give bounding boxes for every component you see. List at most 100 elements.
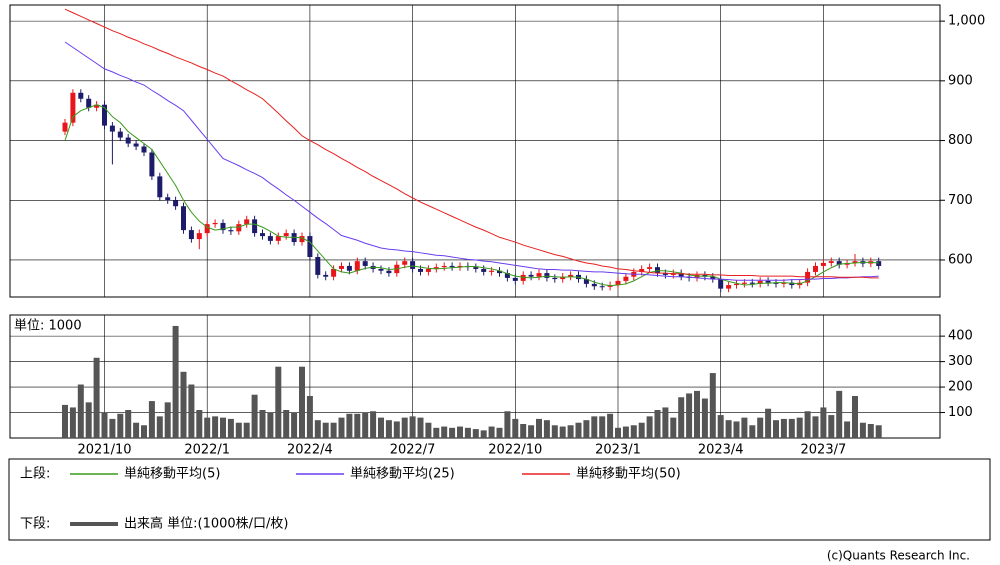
volume-bar (678, 397, 685, 438)
candle-body (267, 236, 273, 241)
volume-bar (773, 420, 779, 438)
volume-bar (117, 413, 124, 438)
volume-bar (867, 423, 874, 438)
x-tick-label: 2022/7 (390, 443, 436, 458)
volume-bar (780, 418, 787, 438)
candle-body (552, 277, 558, 280)
moving-average (64, 41, 879, 281)
y-tick-label: 800 (948, 133, 973, 148)
volume-bar (220, 417, 226, 438)
candle-body (260, 233, 265, 237)
y-tick-label: 900 (948, 73, 973, 88)
volume-bar (859, 422, 866, 438)
volume-bar (607, 413, 614, 438)
volume-bar (488, 426, 495, 438)
legend-frame (8, 458, 991, 541)
candle-body (639, 268, 645, 272)
candle-body (765, 280, 771, 283)
candle-body (710, 276, 716, 280)
volume-bar (670, 417, 677, 438)
candle-body (133, 143, 139, 147)
candle-body (331, 268, 337, 277)
candle-body (647, 267, 653, 269)
volume-bar (101, 412, 108, 438)
y-tick-label: 600 (948, 252, 973, 267)
volume-bar (646, 416, 653, 438)
legend-label: 出来高 単位:(1000株/口/枚) (124, 516, 289, 532)
moving-average (64, 104, 879, 287)
volume-bar (638, 422, 645, 438)
candle-body (512, 277, 518, 281)
volume-bar (370, 411, 377, 438)
volume-bar (686, 393, 693, 438)
x-tick-label: 2023/7 (801, 443, 847, 458)
candle-body (544, 273, 550, 278)
candle-body (599, 286, 605, 288)
volume-bar (796, 417, 803, 438)
candle-body (425, 268, 431, 272)
credit: (c)Quants Research Inc. (827, 549, 970, 563)
candle-body (836, 261, 842, 265)
candle-body (560, 276, 566, 280)
candle-body (228, 230, 234, 232)
volume-bar (622, 426, 629, 438)
x-tick-label: 2022/4 (287, 443, 333, 458)
volume-bar (583, 420, 590, 438)
candle-body (78, 92, 84, 99)
candle-body (196, 233, 202, 240)
volume-bar (148, 401, 155, 438)
volume-bar (536, 418, 542, 438)
candle-body (473, 267, 479, 269)
volume-bar (291, 412, 298, 438)
candle-body (820, 262, 826, 266)
volume-bar (749, 425, 756, 438)
candle-body (528, 274, 534, 277)
legend-label: 単純移動平均(50) (576, 466, 681, 482)
volume-bar (180, 371, 187, 438)
volume-bar (196, 409, 203, 438)
candle-body (662, 273, 668, 275)
volume-bar (543, 420, 550, 438)
volume-bar (741, 417, 748, 438)
candle-body (457, 265, 463, 268)
candle-body (236, 224, 242, 232)
candle-body (109, 125, 115, 132)
volume-bar (85, 402, 92, 438)
volume-bar (480, 430, 487, 438)
candle-body (749, 282, 755, 284)
candle-body (165, 197, 171, 201)
candle-body (481, 268, 487, 272)
volume-bar (299, 366, 305, 438)
volume-bar (409, 416, 416, 438)
candle-body (102, 104, 107, 126)
volume-bar (354, 413, 361, 438)
candle-body (386, 270, 392, 274)
y-tick-label: 100 (948, 405, 973, 420)
candle-body (781, 282, 787, 284)
volume-bar (77, 384, 84, 438)
volume-bar (567, 425, 574, 438)
candle-body (70, 92, 76, 123)
candle-body (741, 282, 747, 284)
volume-bar (188, 384, 195, 438)
volume-bar (141, 425, 147, 438)
candle-body (449, 265, 455, 268)
volume-bar (227, 418, 234, 438)
candle-body (591, 283, 597, 287)
volume-bar (204, 417, 211, 438)
volume-bar (212, 416, 219, 438)
candle-body (418, 268, 423, 272)
volume-bar (662, 407, 669, 438)
volume-bar (630, 425, 637, 438)
volume-bar (275, 366, 282, 438)
legend-title: 上段: (20, 467, 50, 482)
volume-bar (243, 422, 250, 438)
volume-bar (812, 416, 819, 438)
volume-bar (69, 407, 76, 438)
volume-bar (844, 421, 851, 438)
candle-body (188, 230, 194, 240)
volume-bar (283, 409, 290, 438)
volume-bar (512, 418, 519, 438)
candle-body (852, 261, 858, 263)
volume-bar (836, 390, 843, 438)
